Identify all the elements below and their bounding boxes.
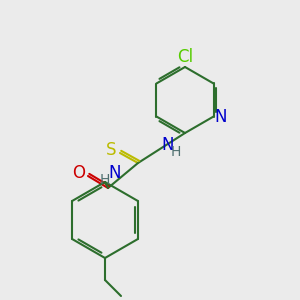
Text: Cl: Cl xyxy=(177,48,193,66)
Text: S: S xyxy=(106,141,116,159)
Text: N: N xyxy=(214,107,227,125)
Text: N: N xyxy=(109,164,121,182)
Text: H: H xyxy=(100,172,110,187)
Text: N: N xyxy=(161,136,173,154)
Text: O: O xyxy=(73,164,85,182)
Text: H: H xyxy=(171,145,181,158)
